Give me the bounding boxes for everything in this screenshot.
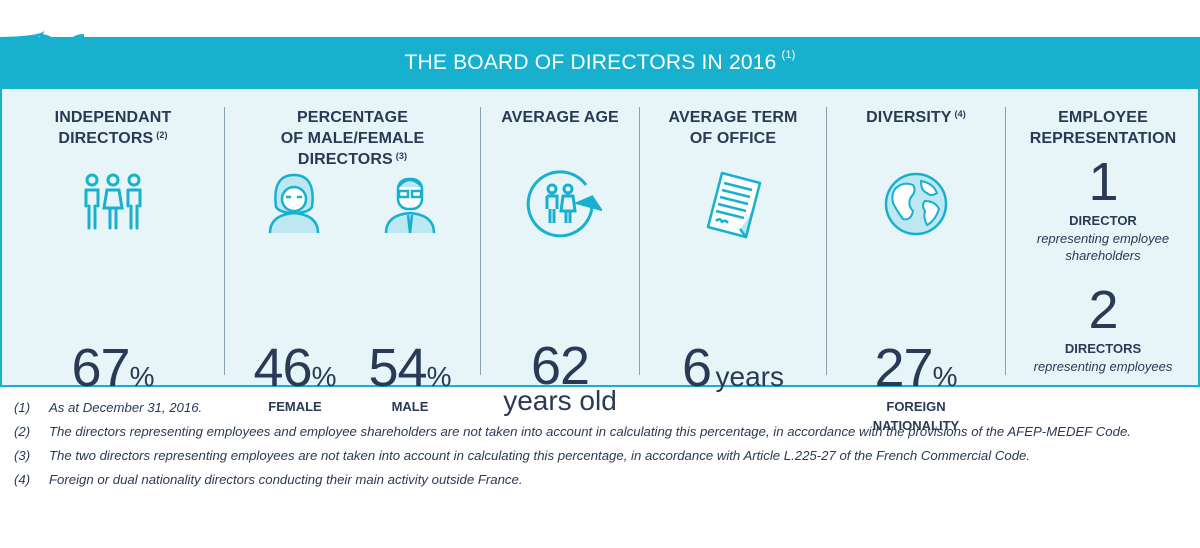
gender-column: PERCENTAGE OF MALE/FEMALE DIRECTORS (3) 4… [225, 89, 480, 414]
column-title: DIVERSITY (4) [866, 109, 966, 126]
header-footnote-ref: (1) [781, 49, 796, 61]
stats-panel: INDEPENDANT DIRECTORS (2) 67% PERCENTAGE … [0, 89, 1200, 433]
footnote: (2) The directors representing employees… [14, 424, 1131, 439]
footnote-ref: (3) [395, 151, 408, 161]
footnote: (3) The two directors representing emplo… [14, 448, 1031, 463]
diversity-value: 27% FOREIGN NATIONALITY [827, 337, 1005, 435]
footnote: (1) As at December 31, 2016. [14, 400, 203, 415]
column-divider [480, 107, 481, 375]
female-stat: 46% FEMALE [235, 337, 355, 416]
footnote: (4) Foreign or dual nationality director… [14, 472, 523, 487]
globe-icon [884, 172, 948, 236]
column-divider [826, 107, 827, 375]
diversity-column: DIVERSITY (4) 27% FOREIGN NATIONALITY [827, 89, 1005, 433]
male-avatar-icon [384, 177, 436, 234]
footnote-ref: (2) [156, 130, 168, 140]
independent-directors-column: INDEPENDANT DIRECTORS (2) 67% [2, 89, 224, 398]
employee-representation-column: EMPLOYEE REPRESENTATION 1 DIRECTOR repre… [1006, 89, 1200, 385]
average-age-column: AVERAGE AGE 62 years old [481, 89, 639, 416]
female-avatar-icon [268, 173, 320, 234]
age-cycle-icon [526, 170, 602, 238]
column-divider [224, 107, 225, 375]
column-title: AVERAGE TERM OF OFFICE [668, 109, 798, 147]
diversity-label: FOREIGN NATIONALITY [872, 399, 960, 433]
column-divider [639, 107, 640, 375]
male-stat: 54% MALE [350, 337, 470, 416]
employee-director-stat: 2 DIRECTORS representing employees [1033, 280, 1173, 374]
age-value: 62 years old [503, 336, 617, 416]
female-label: FEMALE [268, 399, 322, 414]
column-title: EMPLOYEE REPRESENTATION [1029, 109, 1177, 147]
footnote-ref: (4) [954, 109, 966, 119]
column-title: PERCENTAGE OF MALE/FEMALE DIRECTORS (3) [280, 109, 425, 168]
column-title: AVERAGE AGE [501, 109, 619, 126]
independent-value: 67% [71, 338, 155, 398]
footnotes: (1) As at December 31, 2016. (2) The dir… [14, 400, 1199, 496]
male-label: MALE [391, 399, 429, 414]
people-group-icon [84, 173, 142, 230]
term-value: 6 years [682, 338, 784, 398]
page-title: THE BOARD OF DIRECTORS IN 2016 [404, 51, 777, 74]
average-term-column: AVERAGE TERM OF OFFICE 6 years [640, 89, 826, 398]
column-divider [1005, 107, 1006, 375]
header-band: THE BOARD OF DIRECTORS IN 2016 (1) [0, 37, 1200, 89]
employee-shareholder-stat: 1 DIRECTOR representing employee shareho… [1036, 152, 1170, 263]
column-title: INDEPENDANT DIRECTORS (2) [54, 109, 172, 147]
document-icon [706, 171, 762, 239]
